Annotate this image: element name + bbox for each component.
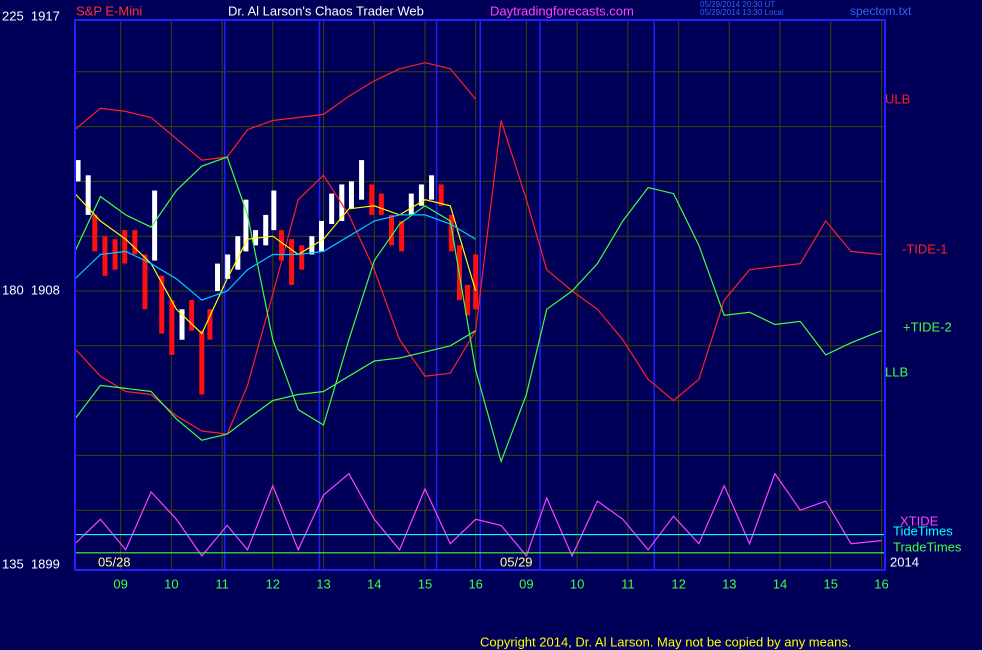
x-tick-label: 15 bbox=[418, 576, 432, 591]
price-bar bbox=[207, 309, 213, 340]
price-bar bbox=[132, 230, 138, 255]
annotation: Copyright 2014, Dr. Al Larson. May not b… bbox=[480, 634, 851, 649]
price-bar bbox=[359, 160, 365, 200]
price-bar bbox=[418, 184, 424, 206]
x-tick-label: 13 bbox=[722, 576, 736, 591]
y-tick-label: 225 1917 bbox=[2, 8, 60, 23]
price-bar bbox=[348, 181, 354, 209]
price-bar bbox=[309, 236, 315, 255]
price-bar bbox=[278, 230, 284, 261]
series-label: XTIDE bbox=[900, 513, 939, 528]
price-bar bbox=[85, 175, 91, 215]
price-bar bbox=[289, 239, 295, 285]
x-tick-label: 09 bbox=[519, 576, 533, 591]
price-bar bbox=[319, 220, 325, 252]
series-line bbox=[74, 330, 477, 441]
x-tick-label: 11 bbox=[621, 576, 635, 591]
series-line bbox=[74, 156, 882, 464]
x-tick-label: 12 bbox=[671, 576, 685, 591]
price-bar bbox=[369, 184, 375, 215]
price-bar bbox=[225, 254, 231, 279]
series-label: TradeTimes bbox=[893, 539, 962, 554]
price-bar bbox=[271, 190, 277, 231]
x-tick-label: 14 bbox=[773, 576, 787, 591]
price-bar bbox=[378, 193, 384, 215]
price-bar bbox=[122, 230, 128, 264]
y-tick-label: 135 1899 bbox=[2, 556, 60, 571]
price-bar bbox=[429, 175, 435, 200]
series-line bbox=[74, 62, 477, 161]
annotation: Dr. Al Larson's Chaos Trader Web bbox=[228, 3, 424, 18]
price-bar bbox=[399, 220, 405, 252]
annotation: 05/29 bbox=[500, 554, 533, 569]
series-line bbox=[74, 214, 477, 301]
price-bar bbox=[159, 275, 165, 334]
price-bar bbox=[102, 236, 108, 276]
price-bar bbox=[448, 214, 454, 252]
annotation: 05/29/2014 20:30 UT bbox=[700, 0, 775, 9]
series-label: -TIDE-1 bbox=[902, 241, 948, 256]
annotation: S&P E-Mini bbox=[76, 3, 142, 18]
price-bar bbox=[179, 309, 185, 340]
grid bbox=[75, 20, 885, 570]
price-bar bbox=[112, 239, 118, 270]
x-tick-label: 16 bbox=[468, 576, 482, 591]
x-tick-label: 10 bbox=[570, 576, 584, 591]
series-line bbox=[74, 472, 882, 558]
x-tick-label: 14 bbox=[367, 576, 381, 591]
price-bar bbox=[465, 284, 471, 316]
price-bar bbox=[473, 254, 479, 310]
price-bar bbox=[263, 214, 269, 246]
annotation: spectom.txt bbox=[850, 4, 912, 18]
price-bar bbox=[329, 193, 335, 225]
series-label: LLB bbox=[885, 364, 908, 379]
price-bar bbox=[199, 330, 205, 395]
price-bar bbox=[142, 254, 148, 310]
annotation: 05/29/2014 13:30 Local bbox=[700, 8, 784, 17]
x-tick-label: 09 bbox=[113, 576, 127, 591]
plot-frame bbox=[74, 19, 886, 571]
x-tick-label: 10 bbox=[164, 576, 178, 591]
y-tick-label: 180 1908 bbox=[2, 282, 60, 297]
annotation: 05/28 bbox=[98, 554, 131, 569]
annotation: Daytradingforecasts.com bbox=[490, 3, 634, 18]
price-bar bbox=[92, 214, 98, 252]
price-bar bbox=[235, 236, 241, 270]
price-bar bbox=[75, 160, 81, 182]
price-bar bbox=[438, 184, 444, 206]
event-lines bbox=[223, 20, 655, 570]
x-tick-label: 11 bbox=[215, 576, 229, 591]
price-bar bbox=[388, 214, 394, 246]
price-bar bbox=[215, 263, 221, 291]
x-tick-label: 12 bbox=[266, 576, 280, 591]
x-tick-label: 16 bbox=[874, 576, 888, 591]
x-tick-label: 13 bbox=[316, 576, 330, 591]
annotation: 2014 bbox=[890, 554, 919, 569]
price-bar bbox=[243, 199, 249, 252]
series-label: TideTimes bbox=[893, 523, 953, 538]
price-bar bbox=[408, 193, 414, 215]
x-tick-label: 15 bbox=[824, 576, 838, 591]
price-bar bbox=[299, 245, 305, 270]
series-label: +TIDE-2 bbox=[903, 319, 952, 334]
price-bar bbox=[169, 300, 175, 355]
price-bar bbox=[152, 190, 158, 261]
series-line bbox=[74, 193, 477, 335]
labels: 225 1917 180 1908 135 1899 09 10 11 12 13 14 15 16… bbox=[2, 0, 962, 649]
plot bbox=[74, 62, 884, 558]
series-label: ULB bbox=[885, 91, 910, 106]
price-bar bbox=[189, 300, 195, 331]
